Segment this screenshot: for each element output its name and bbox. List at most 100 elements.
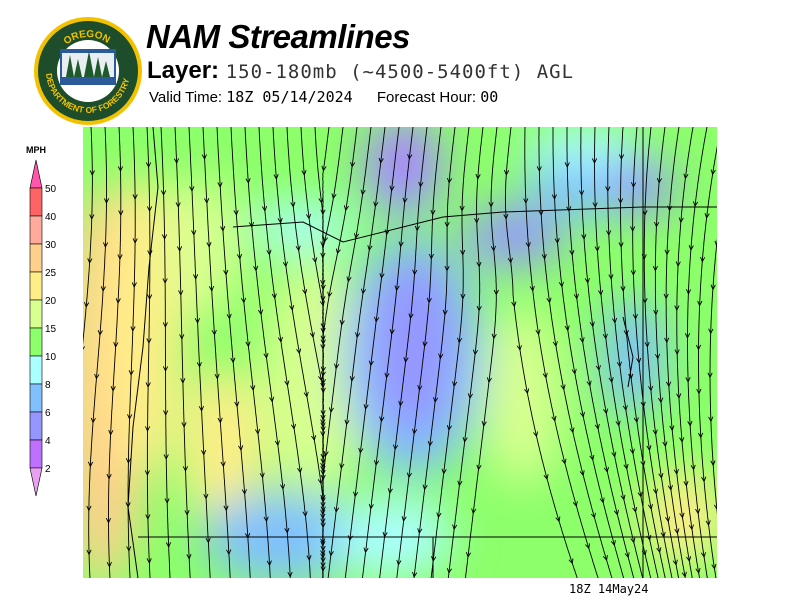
streamline-arrowhead [442, 309, 448, 316]
streamline-arrowhead [428, 253, 435, 260]
streamline-arrowhead [373, 460, 380, 467]
streamline-arrowhead [295, 245, 301, 252]
streamline-arrowhead [679, 512, 685, 519]
streamline-arrowhead [476, 464, 482, 471]
legend-swatch [29, 271, 43, 301]
streamline-arrowhead [641, 254, 647, 260]
streamline-arrowhead [406, 472, 412, 479]
streamline-arrowhead [441, 468, 447, 475]
streamline-arrowhead [623, 463, 629, 470]
streamline-arrowhead [401, 516, 407, 523]
streamline-arrowhead [647, 503, 653, 511]
streamline [188, 127, 211, 578]
streamline-arrowhead [652, 488, 659, 495]
streamline-arrowhead [162, 366, 169, 372]
streamline-arrowhead [284, 527, 290, 534]
streamline-arrowhead [642, 210, 648, 216]
streamline-arrowhead [241, 489, 247, 495]
streamline-arrowhead [263, 353, 269, 359]
streamline-arrowhead [83, 301, 90, 308]
streamline [594, 127, 652, 578]
streamline-arrowhead [387, 488, 393, 495]
streamline [687, 127, 708, 578]
streamline-arrowhead [658, 397, 664, 404]
streamline-arrowhead [328, 407, 334, 414]
streamline-arrowhead [646, 445, 652, 452]
streamline-arrowhead [250, 385, 256, 392]
streamline-arrowhead [683, 480, 689, 487]
streamline-arrowhead [486, 377, 492, 384]
streamline-arrowhead [367, 245, 373, 252]
streamline-arrowhead [632, 314, 638, 320]
streamline-arrowhead [403, 357, 409, 364]
streamline-arrowhead [417, 528, 423, 535]
streamlines [83, 127, 717, 578]
streamline-arrowhead [535, 329, 541, 336]
streamline-arrowhead [223, 269, 229, 276]
streamline-arrowhead [467, 393, 473, 400]
streamline-arrowhead [301, 170, 307, 176]
streamline-arrowhead [615, 420, 621, 427]
streamline-arrowhead [460, 293, 466, 300]
streamline-arrowhead [360, 189, 366, 196]
streamline-arrowhead [311, 435, 317, 442]
streamline-arrowhead [629, 448, 635, 455]
streamline-arrowhead [131, 282, 137, 289]
streamline-arrowhead [697, 300, 703, 307]
streamline-arrowhead [161, 234, 168, 240]
streamline-arrowhead [412, 428, 418, 435]
streamline [413, 127, 456, 578]
streamline-arrowhead [475, 173, 481, 180]
streamline [230, 127, 271, 578]
layer-value: 150-180mb (~4500-5400ft) AGL [225, 61, 575, 83]
legend-tick-label: 20 [45, 296, 57, 307]
streamline-arrowhead [617, 198, 624, 204]
streamline-arrowhead [472, 349, 479, 356]
streamline-arrowhead [204, 198, 210, 204]
streamline-arrowhead [698, 432, 704, 439]
streamline-arrowhead [516, 345, 522, 351]
legend-swatch [29, 215, 43, 245]
streamline-arrowhead [282, 261, 288, 268]
legend-tick-label: 15 [45, 324, 57, 335]
streamline-arrowhead [165, 542, 172, 548]
streamline-arrowhead [320, 335, 326, 342]
model-timestamp: 18Z 14May24 [569, 582, 649, 596]
streamline-arrowhead [132, 238, 138, 245]
streamline-arrowhead [452, 381, 458, 388]
streamline-arrowhead [529, 285, 535, 292]
streamline-arrowhead [630, 270, 636, 276]
streamline-arrowhead [333, 507, 340, 513]
streamline-arrowhead [146, 206, 153, 213]
streamline-arrowhead [118, 210, 124, 217]
streamline-arrowhead [620, 286, 626, 292]
streamline-arrowhead [253, 265, 259, 272]
streamline-arrowhead [368, 360, 374, 367]
legend-swatch [29, 355, 43, 385]
streamline-arrowhead [674, 349, 680, 356]
streamline-arrowhead [273, 174, 279, 180]
streamline-arrowhead [106, 561, 112, 568]
streamline-arrowhead [320, 538, 326, 545]
streamline-arrowhead [602, 333, 608, 340]
streamline-arrowhead [618, 154, 625, 161]
streamline-arrowhead [543, 474, 549, 481]
streamline-arrowhead [708, 328, 714, 335]
streamline-arrowhead [667, 484, 673, 491]
streamline-arrowhead [536, 166, 542, 173]
streamline-arrowhead [620, 494, 626, 501]
streamline-arrowhead [555, 516, 561, 523]
streamline-arrowhead [707, 372, 713, 379]
legend-tick-label: 30 [45, 240, 57, 251]
streamline-arrowhead [323, 236, 329, 243]
streamline [108, 127, 122, 578]
streamline-arrowhead [128, 370, 134, 376]
streamline-arrowhead [323, 450, 329, 457]
streamline-arrowhead [427, 440, 433, 447]
streamline-arrowhead [130, 326, 136, 332]
streamline-arrowhead [178, 290, 184, 296]
streamline-arrowhead [598, 289, 604, 296]
streamline-arrowhead [389, 329, 395, 335]
valid-time-label: Valid Time: [149, 89, 223, 106]
streamline-arrowhead [245, 341, 251, 348]
